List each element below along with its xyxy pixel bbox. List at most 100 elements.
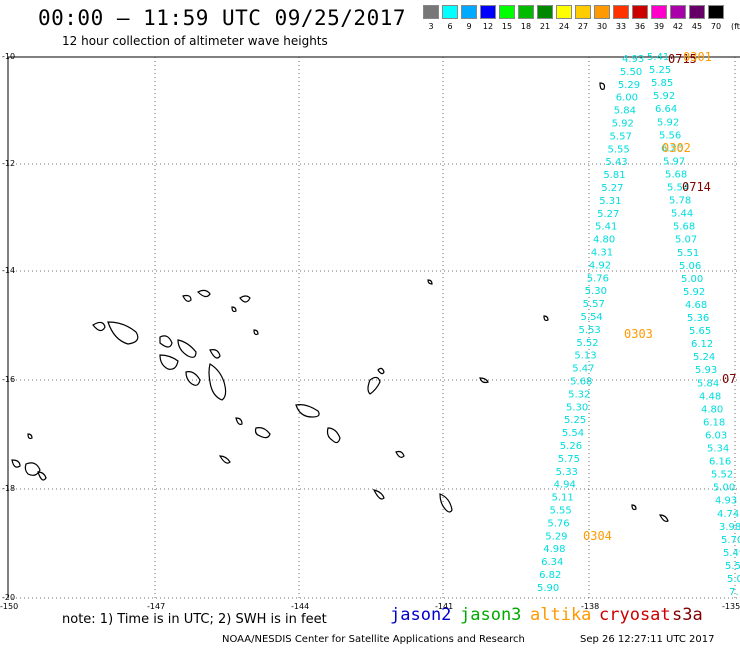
pass-time-label: 0301 (683, 50, 712, 64)
wave-height-value: 4.80 (701, 404, 723, 415)
island (599, 82, 606, 90)
island (543, 315, 549, 322)
legend-swatch (423, 5, 439, 19)
legend-swatch (632, 5, 648, 19)
wave-height-value: 5.47 (572, 364, 594, 375)
legend-level-label: 24 (558, 22, 570, 31)
island (631, 504, 637, 511)
island (27, 433, 33, 440)
wave-height-value: 5.07 (675, 235, 697, 246)
wave-height-value: 5.76 (547, 518, 569, 529)
altimeter-track-right: 5.41 5.25 5.85 5.92 6.64 5.92 5.56 6.20 5.97 5.68… (647, 52, 740, 598)
legend-level-label: 36 (634, 22, 646, 31)
longitude-label: -150 (0, 602, 19, 611)
wave-height-value: 4.31 (591, 248, 613, 259)
pass-time-label: 0714 (682, 180, 711, 194)
longitude-label: -144 (291, 602, 310, 611)
island (239, 295, 251, 303)
island (24, 462, 41, 476)
island (253, 329, 259, 336)
island-outlines (11, 82, 669, 522)
island (92, 321, 106, 332)
altimeter-track-left: 4.935.505.296.005.845.925.575.555.435.81… (537, 54, 644, 594)
satellite-legend-altika: altika (530, 605, 592, 625)
legend-swatch (499, 5, 515, 19)
wave-height-value: 5.68 (673, 222, 695, 233)
legend-level-label: 27 (577, 22, 589, 31)
wave-height-value: 6.82 (539, 570, 561, 581)
longitude-label: -141 (435, 602, 454, 611)
wave-height-value: 4.94 (554, 480, 576, 491)
wave-height-value: 5.31 (599, 196, 621, 207)
island (659, 514, 669, 522)
wave-height-value: 7. (729, 587, 739, 598)
wave-height-value: 4.93 (622, 54, 644, 65)
pass-time-label: 07 (722, 372, 736, 386)
wave-height-value: 5.00 (713, 483, 735, 494)
wave-height-value: 5.54 (667, 183, 689, 194)
wave-height-value: 5.11 (552, 493, 574, 504)
generation-timestamp: Sep 26 12:27:11 UTC 2017 (580, 634, 715, 645)
legend-swatch (594, 5, 610, 19)
satellite-legend-jason3: jason3 (460, 605, 522, 625)
wave-height-value: 5.53 (578, 325, 600, 336)
wave-height-value: 5.51 (677, 248, 699, 259)
island (196, 289, 211, 298)
wave-height-value: 5.26 (560, 441, 582, 452)
pass-time-label: 0302 (662, 141, 691, 155)
wave-height-value: 5.41 (647, 52, 669, 63)
wave-height-value: 5.49 (723, 548, 740, 559)
latitude-label: -20 (2, 593, 16, 602)
island (372, 489, 385, 500)
wave-height-value: 5.93 (695, 365, 717, 376)
wave-height-value: 5.52 (576, 338, 598, 349)
legend-swatch (537, 5, 553, 19)
longitude-label: -135 (722, 602, 740, 611)
latitude-label: -14 (2, 266, 16, 275)
wave-height-value: 6.34 (541, 557, 563, 568)
wave-height-value: 6.64 (655, 104, 677, 115)
island (326, 427, 341, 444)
wave-height-value: 4.80 (593, 235, 615, 246)
island (377, 367, 385, 375)
wave-height-value: 5.76 (587, 273, 609, 284)
satellite-legend-jason2: jason2 (390, 605, 452, 625)
legend-unit-label: (ft) (730, 22, 740, 31)
wave-height-value: 5.54 (581, 312, 603, 323)
legend-level-label: 33 (615, 22, 627, 31)
wave-height-value: 5.43 (605, 157, 627, 168)
wave-height-value: 4.98 (543, 544, 565, 555)
wave-height-value: 5.27 (601, 183, 623, 194)
map-subtitle: 12 hour collection of altimeter wave hei… (62, 34, 328, 48)
island (254, 427, 271, 439)
satellite-legend-cryosat: cryosat (599, 605, 671, 625)
wave-height-value: 5.92 (653, 91, 675, 102)
legend-level-label: 15 (501, 22, 513, 31)
wave-height-value: 5.06 (679, 261, 701, 272)
wave-height-value: 5.44 (671, 209, 693, 220)
wave-height-value: 4.93 (715, 496, 737, 507)
legend-level-label: 30 (596, 22, 608, 31)
credit-line: NOAA/NESDIS Center for Satellite Applica… (222, 634, 525, 645)
pass-time-label: 0715 (668, 52, 697, 66)
legend-level-label: 45 (691, 22, 703, 31)
longitude-label: -147 (147, 602, 166, 611)
wave-height-value: 5.29 (545, 531, 567, 542)
legend-swatch (689, 5, 705, 19)
island (235, 417, 243, 425)
satellite-legend-s3a: s3a (672, 605, 703, 625)
longitude-label: -138 (581, 602, 600, 611)
legend-level-label: 12 (482, 22, 494, 31)
wave-height-value: 5.36 (687, 313, 709, 324)
wave-height-value: 5.24 (693, 352, 715, 363)
island (295, 404, 320, 418)
pass-time-label: 0303 (624, 327, 653, 341)
island (182, 294, 192, 302)
wave-height-value: 5.92 (683, 287, 705, 298)
wave-height-value: 5.25 (649, 65, 671, 76)
wave-height-value: 5.30 (585, 286, 607, 297)
wave-height-value: 5.0 (727, 574, 740, 585)
wave-height-value: 6.00 (616, 93, 638, 104)
latitude-label: -12 (2, 159, 16, 168)
legend-level-label: 21 (539, 22, 551, 31)
